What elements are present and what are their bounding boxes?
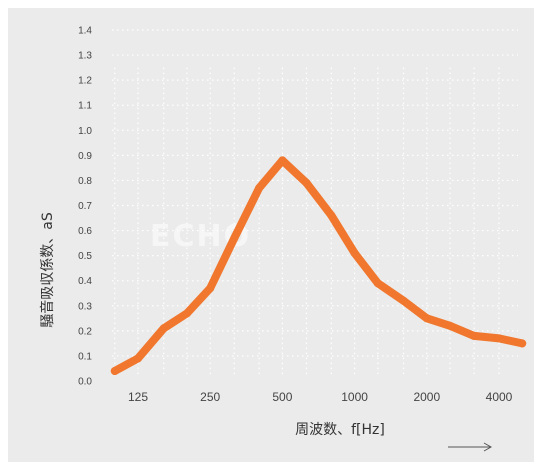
y-tick-label: 1.3	[78, 51, 92, 62]
series-line	[110, 156, 527, 375]
y-tick-label: 0.2	[78, 326, 92, 337]
data-point	[278, 156, 287, 165]
data-point	[110, 367, 119, 375]
data-point	[134, 354, 142, 363]
data-point	[255, 183, 264, 192]
data-point	[446, 321, 454, 330]
x-tick-label: 4000	[486, 390, 513, 404]
y-axis-label: 騒音吸収係数、aS	[39, 212, 56, 328]
data-point	[327, 211, 336, 220]
plot-background	[8, 8, 534, 462]
data-point	[470, 331, 479, 340]
x-tick-label: 1000	[341, 390, 368, 404]
data-point	[302, 178, 311, 187]
y-tick-label: 1.4	[78, 26, 92, 37]
data-point	[206, 284, 215, 293]
y-tick-label: 0.5	[78, 251, 92, 262]
y-tick-label: 1.1	[78, 101, 92, 112]
data-point	[350, 249, 359, 258]
x-axis-label: 周波数、f[Hz]	[295, 422, 385, 438]
y-tick-label: 0.9	[78, 151, 92, 162]
y-tick-label: 0.7	[78, 201, 92, 212]
data-point	[399, 296, 408, 305]
x-axis-ticks: 125 250 500 1000 2000 4000	[128, 390, 513, 404]
data-point	[422, 314, 431, 323]
y-tick-label: 1.2	[78, 76, 92, 87]
data-point	[373, 279, 382, 288]
data-point	[230, 234, 239, 243]
data-point	[495, 334, 503, 343]
y-tick-label: 0.0	[78, 377, 92, 388]
y-tick-label: 0.8	[78, 176, 92, 187]
y-axis-ticks: 0.0 0.1 0.2 0.3 0.4 0.5 0.6 0.7 0.8 0.9 1.0 1.1 1.2 1…	[78, 26, 92, 388]
data-point	[183, 309, 191, 318]
data-point	[518, 339, 527, 348]
series-group	[110, 156, 527, 375]
y-tick-label: 0.4	[78, 276, 92, 287]
data-point	[159, 324, 168, 333]
y-tick-label: 0.1	[78, 351, 92, 362]
y-tick-label: 0.3	[78, 301, 92, 312]
x-tick-label: 125	[128, 390, 148, 404]
y-tick-label: 1.0	[78, 126, 92, 137]
x-tick-label: 500	[272, 390, 292, 404]
y-tick-label: 0.6	[78, 226, 92, 237]
arrow-right-icon	[448, 442, 493, 452]
x-tick-label: 250	[200, 390, 220, 404]
x-tick-label: 2000	[413, 390, 440, 404]
